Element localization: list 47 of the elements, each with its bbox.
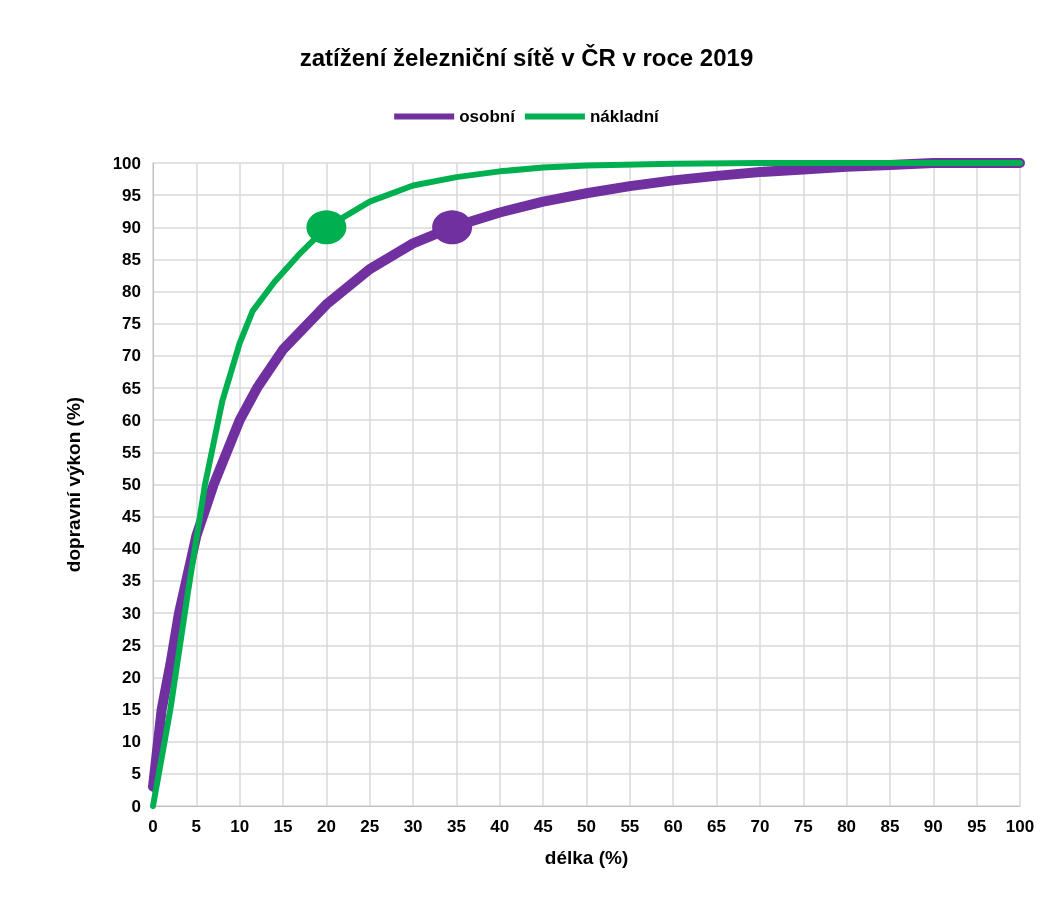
y-axis-title: dopravní výkon (%) [63, 396, 84, 573]
x-tick-label: 70 [750, 817, 770, 836]
y-tick-label: 75 [122, 314, 141, 334]
x-tick-label: 10 [230, 817, 250, 836]
y-tick-label: 5 [131, 764, 141, 784]
y-tick-label: 70 [122, 346, 141, 366]
y-tick-label: 90 [122, 217, 141, 237]
y-tick-label: 45 [122, 507, 141, 527]
y-tick-label: 95 [122, 185, 141, 205]
y-tick-label: 65 [122, 378, 141, 398]
y-tick-label: 20 [122, 667, 141, 687]
x-tick-label: 60 [663, 817, 683, 836]
y-tick-label: 60 [122, 410, 141, 430]
x-tick-label: 50 [577, 817, 596, 836]
legend-label: osobní [459, 107, 517, 126]
x-tick-label: 75 [793, 817, 813, 836]
x-tick-label: 85 [880, 817, 900, 836]
y-tick-label: 80 [122, 282, 141, 302]
legend-label: nákladní [589, 107, 661, 126]
chart-title: zatížení železniční sítě v ČR v roce 2019 [299, 43, 754, 71]
x-tick-label: 5 [191, 817, 202, 836]
x-tick-label: 65 [707, 817, 727, 836]
x-tick-label: 95 [967, 817, 987, 836]
x-tick-label: 100 [1005, 817, 1035, 836]
y-tick-label: 30 [122, 603, 141, 623]
y-tick-label: 35 [122, 571, 141, 591]
y-tick-label: 10 [122, 732, 141, 752]
y-tick-label: 40 [122, 539, 141, 559]
y-tick-label: 15 [122, 700, 141, 720]
x-tick-label: 90 [923, 817, 943, 836]
y-tick-label: 55 [122, 442, 141, 462]
x-axis-title: délka (%) [544, 847, 629, 868]
x-tick-label: 80 [837, 817, 857, 836]
y-tick-label: 0 [131, 796, 141, 816]
x-tick-label: 35 [446, 817, 466, 836]
x-tick-label: 45 [533, 817, 553, 836]
x-tick-label: 25 [360, 817, 380, 836]
y-tick-label: 50 [122, 475, 141, 494]
y-tick-label: 100 [112, 153, 141, 173]
x-tick-label: 40 [490, 817, 510, 836]
x-tick-label: 20 [316, 817, 336, 836]
x-tick-label: 30 [403, 817, 423, 836]
x-tick-label: 55 [620, 817, 640, 836]
y-tick-label: 25 [122, 635, 141, 655]
x-tick-label: 15 [273, 817, 293, 836]
x-tick-label: 0 [148, 817, 158, 836]
y-tick-label: 85 [122, 249, 141, 269]
